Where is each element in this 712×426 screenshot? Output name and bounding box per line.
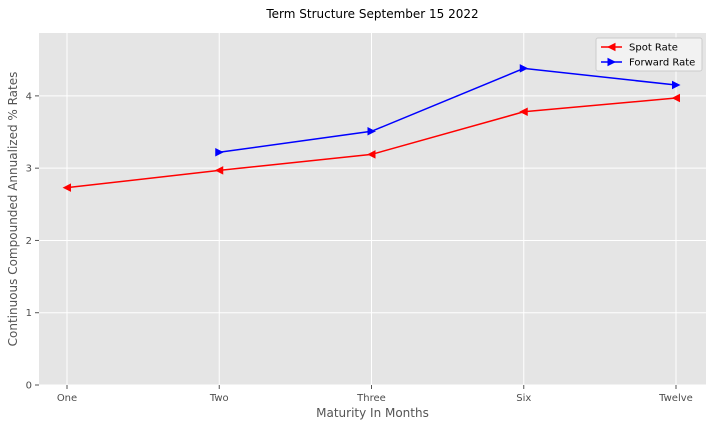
series-spot-rate bbox=[62, 93, 680, 192]
legend-label: Spot Rate bbox=[629, 43, 678, 54]
data-point bbox=[672, 80, 681, 90]
legend-item: Spot Rate bbox=[601, 43, 678, 54]
y-tick-label: 4 bbox=[26, 91, 32, 102]
series-forward-rate bbox=[215, 64, 681, 157]
legend-item: Forward Rate bbox=[601, 58, 695, 69]
legend: Spot Rate Forward Rate bbox=[595, 37, 703, 72]
data-point bbox=[519, 107, 528, 117]
x-tick-label: Three bbox=[356, 393, 386, 404]
data-point bbox=[214, 166, 224, 175]
plot-area bbox=[39, 33, 706, 385]
data-point bbox=[62, 183, 71, 192]
series-layer bbox=[62, 64, 681, 192]
grid bbox=[39, 33, 706, 386]
legend-swatch-marker bbox=[607, 57, 616, 67]
x-tick-label: One bbox=[57, 393, 77, 404]
y-tick-label: 0 bbox=[26, 381, 32, 392]
data-point bbox=[671, 93, 680, 103]
legend-swatch-marker bbox=[607, 42, 616, 52]
tick-labels: One Two Three Six Twelve 0 1 2 3 4 bbox=[26, 91, 693, 404]
data-point bbox=[215, 148, 224, 157]
y-tick-label: 2 bbox=[26, 236, 32, 247]
x-tick-label: Two bbox=[209, 393, 229, 404]
x-tick-label: Twelve bbox=[658, 393, 693, 404]
legend-label: Forward Rate bbox=[629, 58, 695, 69]
y-tick-label: 3 bbox=[26, 164, 32, 175]
data-point bbox=[519, 64, 529, 73]
legend-box bbox=[595, 37, 703, 72]
y-tick-label: 1 bbox=[26, 308, 32, 319]
data-point bbox=[367, 150, 376, 159]
series-line bbox=[219, 67, 677, 154]
chart-title: Term Structure September 15 2022 bbox=[265, 7, 478, 21]
x-axis-title: Maturity In Months bbox=[316, 406, 429, 420]
y-axis-title: Continuous Compounded Annualized % Rates bbox=[6, 72, 20, 347]
data-point bbox=[367, 127, 376, 136]
x-tick-label: Six bbox=[516, 393, 531, 404]
